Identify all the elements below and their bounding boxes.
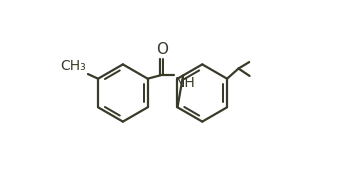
Text: NH: NH [174,76,195,90]
Text: CH₃: CH₃ [61,59,86,73]
Text: O: O [156,42,168,57]
